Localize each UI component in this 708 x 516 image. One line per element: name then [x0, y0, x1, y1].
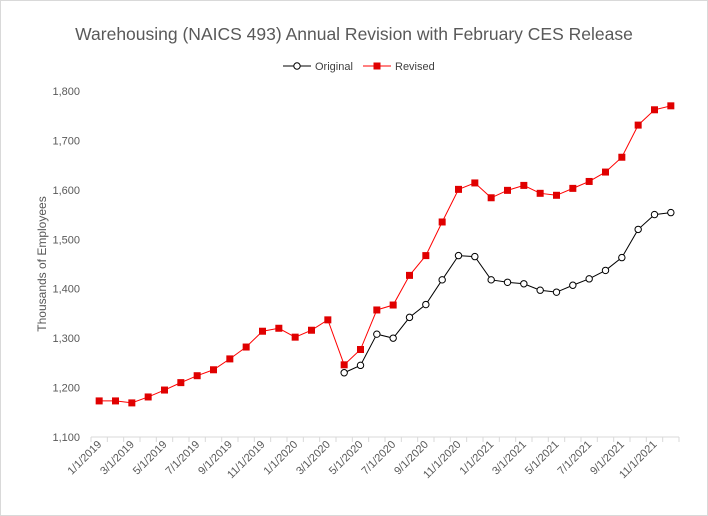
y-tick-labels: 1,100 1,200 1,300 1,400 1,500 1,600 1,700 1,800 [52, 86, 80, 444]
revised-point [193, 372, 201, 380]
x-tick-label: 1/1/2021 [458, 439, 497, 478]
revised-point [324, 316, 332, 324]
x-tick-label: 3/1/2019 [98, 439, 137, 478]
original-legend-marker [293, 62, 301, 70]
x-tick-label: 5/1/2019 [131, 439, 170, 478]
original-point [340, 369, 348, 377]
y-tick-label: 1,700 [52, 135, 80, 147]
x-tick-label: 1/1/2020 [262, 439, 301, 478]
original-point [667, 208, 675, 217]
revised-point [95, 397, 103, 405]
revised-point [455, 185, 462, 193]
revised-point [602, 168, 609, 176]
y-tick-label: 1,100 [52, 432, 80, 444]
y-tick-label: 1,300 [52, 333, 80, 345]
original-point [503, 278, 512, 286]
revised-point [585, 177, 593, 185]
original-point [487, 276, 495, 284]
revised-point [651, 106, 658, 114]
x-tick-label: 5/1/2021 [523, 439, 562, 478]
x-tick-label: 7/1/2020 [360, 439, 399, 478]
revised-point [144, 393, 152, 401]
revised-point [357, 346, 364, 354]
original-point [520, 280, 528, 288]
revised-point [210, 366, 217, 374]
x-tick-label: 3/1/2020 [294, 439, 333, 478]
x-tick-label: 1/1/2019 [66, 439, 105, 478]
revised-point [634, 121, 642, 129]
original-point [422, 300, 430, 309]
original-point [634, 225, 642, 234]
y-tick-label: 1,200 [52, 383, 80, 395]
revised-point [406, 271, 413, 279]
revised-point [487, 194, 495, 202]
revised-point [504, 186, 511, 194]
revised-point [471, 179, 479, 187]
revised-point [553, 191, 560, 199]
original-point [601, 266, 610, 275]
revised-point [226, 355, 234, 363]
y-tick-label: 1,400 [52, 284, 80, 296]
y-tick-label: 1,600 [52, 185, 80, 197]
legend: Original Revised [283, 61, 435, 73]
revised-legend-label: Revised [395, 61, 435, 73]
original-series-line [343, 212, 671, 374]
original-point [569, 281, 577, 289]
revised-point [667, 102, 675, 110]
revised-point [340, 361, 348, 369]
original-point [618, 253, 626, 262]
original-point [650, 210, 659, 219]
chart-title: Warehousing (NAICS 493) Annual Revision … [75, 24, 633, 44]
original-point [536, 286, 544, 294]
revised-point [275, 324, 283, 332]
x-tick-label: 5/1/2020 [327, 439, 366, 478]
original-point [552, 288, 561, 296]
y-tick-label: 1,500 [52, 234, 80, 246]
original-legend-label: Original [315, 61, 353, 73]
x-tick-label: 7/1/2019 [164, 439, 203, 478]
revised-point [438, 218, 446, 226]
y-tick-label: 1,800 [52, 86, 80, 98]
series-group [95, 102, 675, 407]
y-axis-label: Thousands of Employees [35, 196, 49, 331]
axes [90, 436, 680, 442]
revised-point [291, 333, 299, 341]
original-point [585, 275, 593, 283]
original-point [356, 361, 365, 370]
original-point [438, 276, 446, 284]
revised-point [422, 252, 430, 260]
revised-point [308, 326, 315, 334]
revised-point [569, 184, 577, 192]
x-tick-label: 3/1/2021 [490, 439, 529, 478]
revised-point [128, 399, 136, 407]
original-point [389, 334, 397, 342]
x-tick-labels: 1/1/20193/1/20195/1/20197/1/20199/1/2019… [66, 439, 660, 482]
revised-point [242, 343, 250, 351]
revised-point [520, 181, 528, 189]
revised-point [259, 327, 266, 335]
revised-point [373, 306, 381, 314]
revised-legend-marker [373, 62, 381, 70]
original-point [405, 313, 414, 322]
revised-point [177, 379, 185, 387]
revised-point [389, 301, 397, 309]
revised-series-line [99, 105, 671, 404]
revised-point [618, 153, 626, 161]
revised-point [536, 189, 544, 197]
original-point [471, 252, 479, 261]
x-tick-label: 7/1/2021 [556, 439, 595, 478]
revised-point [112, 397, 119, 405]
original-point [454, 251, 463, 260]
original-point [373, 330, 381, 338]
revised-point [161, 386, 168, 394]
